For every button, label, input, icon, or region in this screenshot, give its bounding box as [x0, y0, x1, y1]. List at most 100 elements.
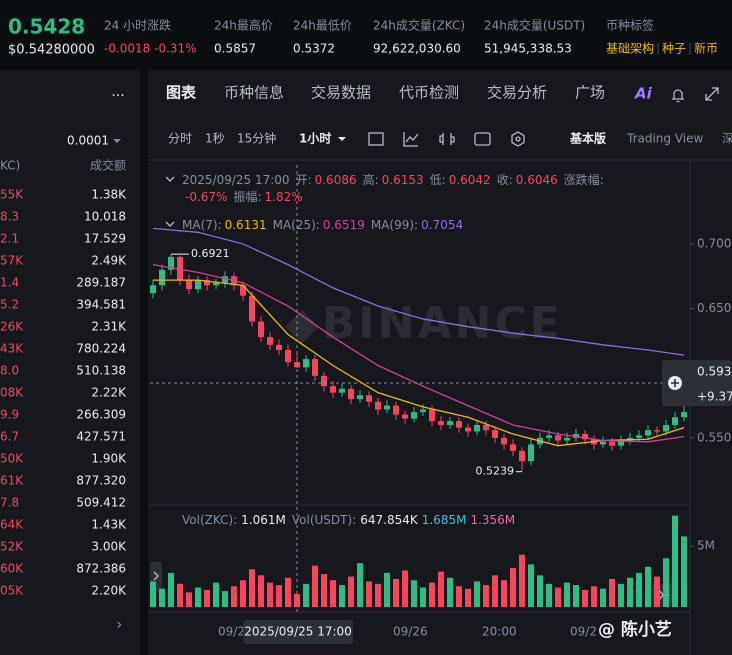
volume-bar	[195, 587, 201, 607]
volume-bar	[492, 575, 498, 607]
interval[interactable]: 分时	[168, 132, 192, 146]
tag[interactable]: 基础架构	[606, 41, 654, 56]
trade-amount: 9.9	[0, 408, 19, 422]
candle-body	[267, 337, 273, 345]
vol-tick-label: 5M	[697, 539, 715, 553]
volume-bar	[231, 586, 237, 607]
candle-body	[645, 430, 651, 436]
trade-total: 2.49K	[91, 254, 127, 268]
volume-bar	[645, 566, 651, 607]
candle-body	[465, 427, 471, 432]
volume-bar	[582, 589, 588, 607]
collapse-icon[interactable]	[165, 176, 175, 182]
dropdown-arrow	[338, 137, 346, 141]
volume-bar	[609, 578, 615, 607]
info-part: 0.6042	[449, 173, 491, 187]
info-part: 1.685M	[422, 513, 467, 527]
indicator-icon[interactable]	[474, 132, 491, 146]
interval[interactable]: 1秒	[205, 132, 225, 146]
calendar-icon[interactable]	[368, 132, 384, 146]
time-label-box	[243, 620, 353, 644]
last-price: 0.5428	[8, 15, 85, 39]
tab[interactable]: 广场	[575, 84, 605, 102]
volume-bar	[276, 585, 282, 607]
tags-label: 币种标签	[606, 18, 654, 33]
candle-body	[402, 414, 408, 419]
trade-amount: 6.7	[0, 430, 19, 444]
tag[interactable]: 新币	[694, 41, 718, 56]
info-part: 收:	[497, 173, 513, 187]
candle-body	[330, 386, 336, 393]
annotation-label: 0.6921	[191, 247, 230, 260]
candle-body	[438, 421, 444, 425]
volume-bar	[663, 558, 669, 607]
ma-legend: MA(7): 0.6131 MA(25): 0.6519 MA(99): 0.7054	[182, 218, 463, 232]
interval[interactable]: 15分钟	[237, 131, 276, 146]
tab[interactable]: 交易分析	[487, 84, 547, 102]
candle-body	[159, 269, 165, 286]
precision[interactable]: 0.0001	[67, 134, 109, 148]
volume-bar	[258, 575, 264, 607]
stat-value: 92,622,030.60	[373, 42, 461, 56]
tab[interactable]: 代币检测	[399, 84, 459, 102]
expand-icon[interactable]	[705, 87, 719, 101]
volume-bar	[456, 586, 462, 607]
candle-body	[609, 441, 615, 446]
tab[interactable]: 图表	[166, 84, 197, 102]
candle-body	[303, 359, 309, 368]
add-plus	[671, 379, 679, 387]
bell-icon[interactable]	[672, 89, 684, 103]
candle-body	[366, 395, 372, 402]
candle-body	[510, 444, 516, 451]
candle-body	[663, 424, 669, 432]
menu[interactable]: ···	[111, 88, 124, 104]
mode[interactable]: Trading View	[626, 132, 704, 146]
trade-amount: 26K	[0, 320, 24, 334]
volume-bar	[312, 565, 318, 607]
volume-bar	[393, 578, 399, 607]
trade-amount: 55K	[0, 188, 24, 202]
legend-entry: MA(7):	[182, 218, 222, 232]
trade-amount: 1.4	[0, 276, 19, 290]
toolbar-icons	[368, 131, 525, 147]
collapse-icon[interactable]	[165, 221, 175, 227]
volume-bar	[420, 587, 426, 607]
tab[interactable]: 币种信息	[224, 84, 284, 102]
scroll-arrow	[153, 571, 159, 581]
mode[interactable]: 深	[722, 132, 732, 146]
candle-body	[429, 409, 435, 422]
trade-total: 780.224	[76, 342, 126, 356]
volume-bar	[681, 536, 687, 607]
x-tick-label: 09/2	[570, 625, 597, 639]
tab[interactable]: 交易数据	[311, 84, 371, 102]
interval[interactable]: 1小时	[299, 131, 331, 146]
stat-label: 24h最低价	[293, 19, 352, 33]
candle-body	[546, 435, 552, 438]
volume-bar	[555, 587, 561, 607]
chart-panel-bg	[148, 70, 732, 655]
order-book-bg	[0, 70, 140, 655]
info-part: 0.6086	[315, 173, 357, 187]
more-arrow[interactable]: ›	[116, 615, 122, 634]
trade-amount: 64K	[0, 518, 24, 532]
ai-button[interactable]: Ai	[634, 85, 653, 103]
trade-amount: 2.1	[0, 232, 19, 246]
settings-icon[interactable]	[511, 131, 525, 147]
info-part: 0.6519	[323, 218, 365, 232]
mode[interactable]: 基本版	[569, 131, 606, 146]
trade-total: 877.320	[76, 474, 126, 488]
draw-icon[interactable]	[403, 132, 419, 147]
volume-bar	[240, 580, 246, 607]
ma-line	[152, 227, 685, 356]
trade-amount: 08K	[0, 386, 24, 400]
info-part: 0.6131	[225, 218, 267, 232]
candle-icon[interactable]	[439, 133, 455, 145]
candle-body	[474, 424, 480, 432]
stat-label: 24h成交量(USDT)	[484, 18, 585, 33]
volume-bar	[249, 569, 255, 607]
tag[interactable]: 种子	[662, 42, 686, 56]
volume-bar	[213, 582, 219, 607]
volume-bar	[348, 576, 354, 607]
volume-bar	[546, 583, 552, 607]
candle-body	[492, 430, 498, 438]
